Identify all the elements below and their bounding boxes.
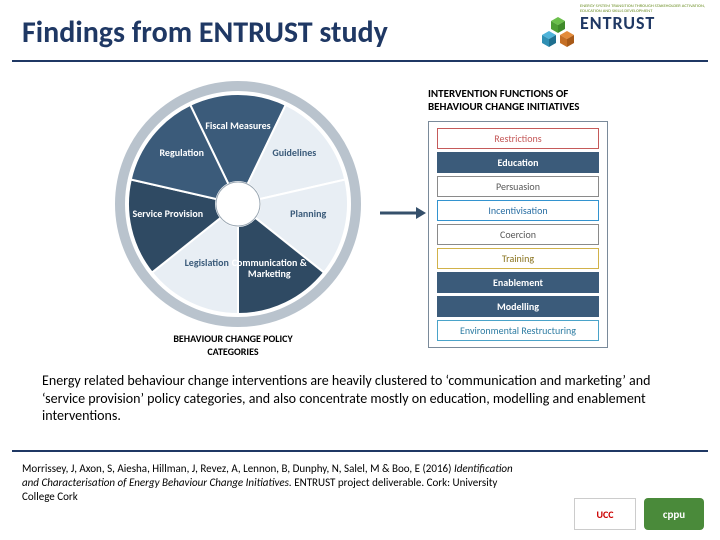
cppu-logo: cppu bbox=[644, 498, 704, 530]
functions-column: INTERVENTION FUNCTIONS OF BEHAVIOUR CHAN… bbox=[428, 88, 608, 348]
policy-wheel bbox=[108, 78, 368, 338]
page-title: Findings from ENTRUST study bbox=[22, 14, 388, 51]
caption: Energy related behaviour change interven… bbox=[42, 372, 682, 425]
entrust-logo: ENERGY SYSTEM TRANSITION THROUGH STAKEHO… bbox=[538, 6, 708, 56]
function-item: Training bbox=[437, 248, 599, 269]
functions-box: Restrictions Education Persuasion Incentivi… bbox=[428, 121, 608, 348]
cppu-text: cppu bbox=[663, 508, 685, 521]
cite-authors: Morrissey, J, Axon, S, Aiesha, Hillman, … bbox=[22, 462, 454, 475]
arrow-icon bbox=[378, 203, 428, 223]
logo-brand: ENTRUST bbox=[580, 12, 655, 34]
wheel-caption: BEHAVIOUR CHANGE POLICY CATEGORIES bbox=[158, 332, 308, 358]
function-item: Modelling bbox=[437, 296, 599, 317]
slide: Findings from ENTRUST study ENERGY SYSTE… bbox=[0, 0, 720, 540]
function-item: Education bbox=[437, 152, 599, 173]
function-item: Persuasion bbox=[437, 176, 599, 197]
ucc-text: UCC bbox=[596, 508, 613, 521]
diagram: BEHAVIOUR CHANGE POLICY CATEGORIES INTER… bbox=[108, 78, 608, 358]
function-item: Restrictions bbox=[437, 128, 599, 149]
ucc-logo: UCC bbox=[574, 498, 636, 530]
divider-top bbox=[12, 60, 708, 62]
divider-bottom bbox=[12, 450, 708, 452]
footer-logos: UCC cppu bbox=[574, 498, 704, 530]
functions-title: INTERVENTION FUNCTIONS OF BEHAVIOUR CHAN… bbox=[428, 88, 608, 113]
function-item: Incentivisation bbox=[437, 200, 599, 221]
cubes-icon bbox=[538, 16, 578, 52]
function-item: Environmental Restructuring bbox=[437, 320, 599, 341]
citation: Morrissey, J, Axon, S, Aiesha, Hillman, … bbox=[22, 462, 522, 503]
function-item: Coercion bbox=[437, 224, 599, 245]
function-item: Enablement bbox=[437, 272, 599, 293]
